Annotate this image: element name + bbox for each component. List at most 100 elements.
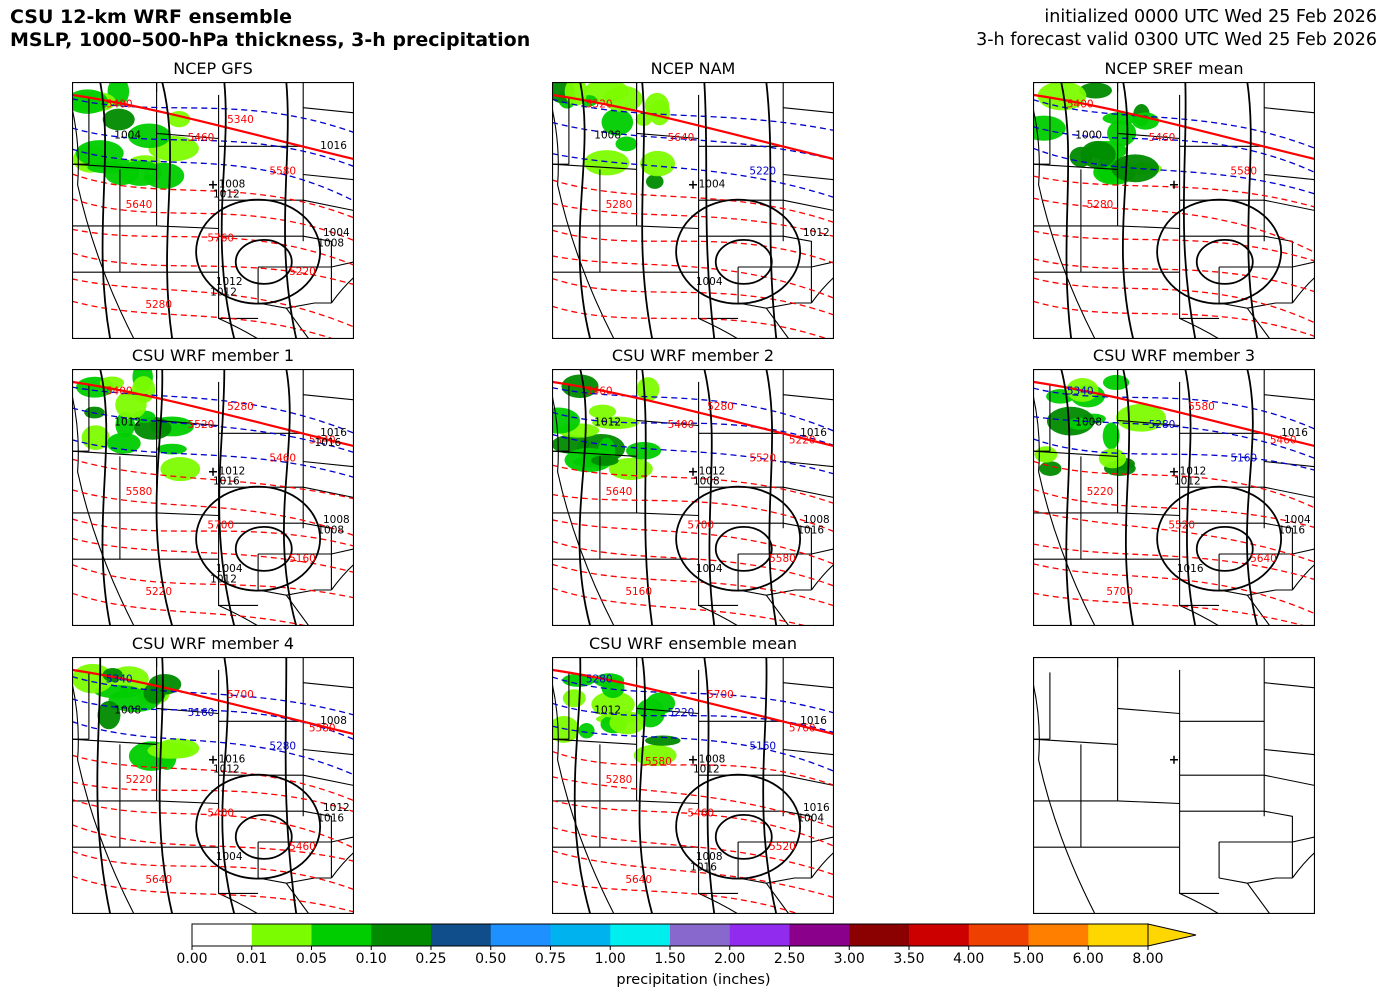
thickness-contour [72, 537, 354, 574]
colorbar-tick-label: 1.50 [654, 951, 686, 967]
state-borders [1033, 82, 1315, 339]
mslp-low-center [234, 813, 293, 860]
figure-title-line2: MSLP, 1000–500-hPa thickness, 3-h precip… [10, 29, 531, 51]
state-boundary [72, 450, 157, 457]
colorbar-segment [490, 924, 551, 946]
thickness-label: 5640 [1250, 553, 1277, 565]
state-boundary [156, 132, 219, 140]
mslp-label: 1016 [213, 476, 240, 488]
panel-title: CSU WRF member 1 [131, 346, 295, 365]
mslp-label: 1012 [219, 465, 246, 477]
precip-area [143, 162, 185, 189]
state-boundary [783, 748, 834, 756]
thickness-label: 5160 [289, 553, 316, 565]
state-boundary [1264, 748, 1315, 756]
thickness-contour [1033, 277, 1315, 324]
precip-area [646, 692, 676, 715]
state-boundary [303, 460, 354, 468]
thickness-contour [72, 439, 354, 479]
thickness-contour [72, 592, 310, 626]
state-boundary [303, 810, 332, 878]
thickness-contour [72, 720, 354, 776]
thickness-label: 5460 [586, 386, 613, 398]
colorbar-tick-label: 2.50 [773, 951, 806, 967]
state-boundary [811, 548, 834, 555]
figure-title-line1: CSU 12-km WRF ensemble [10, 6, 292, 28]
location-marker [1170, 180, 1178, 189]
state-boundary [1264, 394, 1315, 401]
state-boundary [258, 302, 332, 309]
thickness-contour [552, 229, 834, 264]
precip-area [626, 441, 662, 460]
state-boundary [810, 851, 834, 879]
thickness-5400-line [72, 93, 354, 161]
mslp-contour [284, 82, 298, 339]
state-boundary [811, 836, 834, 843]
precip-area [648, 100, 671, 126]
mslp-label: 1016 [219, 753, 246, 765]
precip-area [552, 407, 581, 434]
thickness-label: 5400 [207, 807, 234, 819]
state-boundary [1033, 450, 1118, 457]
mslp-contour [641, 82, 654, 339]
mslp-label: 1016 [1177, 563, 1204, 575]
thickness-contour [552, 493, 834, 533]
thickness-contour [552, 519, 834, 565]
mslp-contours [1060, 369, 1283, 626]
thickness-label: 5340 [227, 114, 254, 126]
thickness-label: 5280 [1087, 199, 1114, 211]
state-boundary [783, 522, 812, 590]
mslp-label: 1008 [114, 705, 141, 717]
panel-title: NCEP GFS [173, 59, 253, 78]
precip-area [591, 455, 619, 466]
precip-area [636, 377, 660, 402]
state-boundary [1117, 800, 1180, 805]
mslp-low-center [714, 238, 773, 285]
state-boundary [636, 800, 699, 805]
state-boundary [303, 682, 354, 689]
colorbar-tick-label: 0.00 [176, 951, 208, 967]
precip-shading [552, 673, 681, 767]
thickness-label: 5580 [645, 756, 672, 768]
thickness-contour [72, 98, 354, 134]
state-boundary [1264, 235, 1293, 303]
state-boundary [1292, 548, 1315, 555]
precip-area [102, 108, 135, 131]
location-marker [689, 755, 697, 764]
state-boundary [218, 604, 259, 626]
map-panel: 5400 5460 5580 5280 1000 [1033, 82, 1315, 339]
state-boundary [331, 836, 354, 843]
thickness-contour [552, 880, 801, 914]
thickness-label: 5400 [668, 419, 695, 431]
thickness-label: 5400 [106, 99, 133, 111]
state-boundary [1264, 810, 1293, 878]
state-boundary [783, 107, 834, 114]
state-boundary [552, 107, 615, 339]
thickness-contour [552, 540, 834, 587]
thickness-label: 5640 [126, 199, 153, 211]
state-boundary [72, 394, 135, 626]
thickness-label: 5280 [707, 401, 734, 413]
thickness-label: 5160 [625, 586, 652, 598]
thickness-contour [72, 563, 354, 599]
precip-area [640, 150, 676, 177]
mslp-contour [675, 198, 802, 305]
location-marker [1170, 755, 1178, 764]
thickness-contour [552, 202, 834, 238]
precip-shading [72, 663, 200, 771]
precip-area [99, 376, 125, 390]
state-boundary [72, 682, 135, 914]
panel-frame [1033, 657, 1315, 914]
mslp-contour [1246, 82, 1259, 339]
colorbar-segment [371, 924, 432, 946]
thickness-label: 5160 [188, 707, 215, 719]
colorbar-tick-label: 0.75 [534, 951, 567, 967]
mslp-label: 1012 [216, 276, 243, 288]
mslp-low-center [714, 813, 773, 860]
precip-area [1034, 446, 1058, 463]
mslp-low-center [714, 525, 773, 572]
mslp-label: 1016 [797, 524, 824, 536]
mslp-label: 1008 [1075, 417, 1102, 429]
state-boundary [765, 882, 790, 914]
state-boundary [1264, 199, 1315, 212]
